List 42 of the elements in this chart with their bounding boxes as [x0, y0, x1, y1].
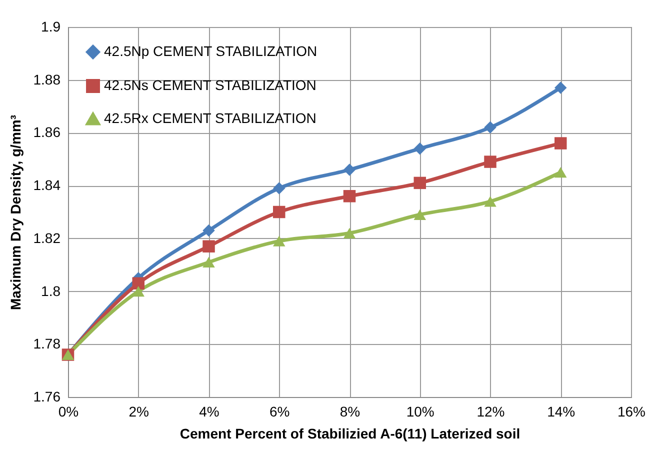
point [484, 121, 496, 134]
point [343, 164, 356, 176]
legend-label: 42.5Ns CEMENT STABILIZATION [104, 77, 316, 93]
point [202, 240, 215, 252]
point [343, 190, 356, 202]
point [414, 209, 426, 220]
y-tick-label: 1.76 [33, 388, 61, 404]
point [132, 286, 144, 297]
point [273, 182, 286, 194]
y-tick-label: 1.86 [33, 124, 61, 140]
y-tick-label: 1.88 [33, 71, 61, 88]
x-tick-label: 2% [128, 404, 149, 420]
x-tick-label: 8% [340, 404, 360, 420]
legend-label: 42.5Np CEMENT STABILIZATION [104, 43, 318, 59]
point [554, 167, 567, 178]
y-tick-label: 1.82 [33, 230, 61, 246]
x-tick-label: 4% [199, 404, 220, 420]
y-axis-title: Maximum Dry Density, g/mm³ [7, 114, 24, 310]
point [273, 236, 286, 246]
point [554, 137, 567, 150]
y-tick-label: 1.78 [33, 336, 61, 352]
legend-label: 42.5Rx CEMENT STABILIZATION [104, 110, 316, 126]
y-tick-label: 1.9 [41, 18, 61, 34]
point [132, 277, 144, 290]
x-axis-title: Cement Percent of Stabilizied A-6(11) Laterized soil [180, 426, 520, 442]
point [484, 156, 496, 168]
point [484, 196, 496, 207]
point [343, 228, 356, 238]
point [202, 256, 215, 268]
y-tick-label: 1.8 [41, 282, 61, 299]
x-tick-label: 10% [406, 404, 434, 420]
y-tick-label: 1.84 [33, 177, 61, 194]
point [202, 224, 215, 237]
x-tick-label: 0% [58, 404, 79, 420]
x-tick-label: 12% [476, 404, 505, 420]
x-tick-label: 16% [617, 404, 646, 420]
x-tick-label: 6% [270, 404, 290, 420]
point [414, 176, 426, 190]
point [554, 82, 567, 94]
x-tick-label: 14% [547, 404, 576, 420]
point [273, 206, 286, 218]
point [414, 142, 426, 155]
